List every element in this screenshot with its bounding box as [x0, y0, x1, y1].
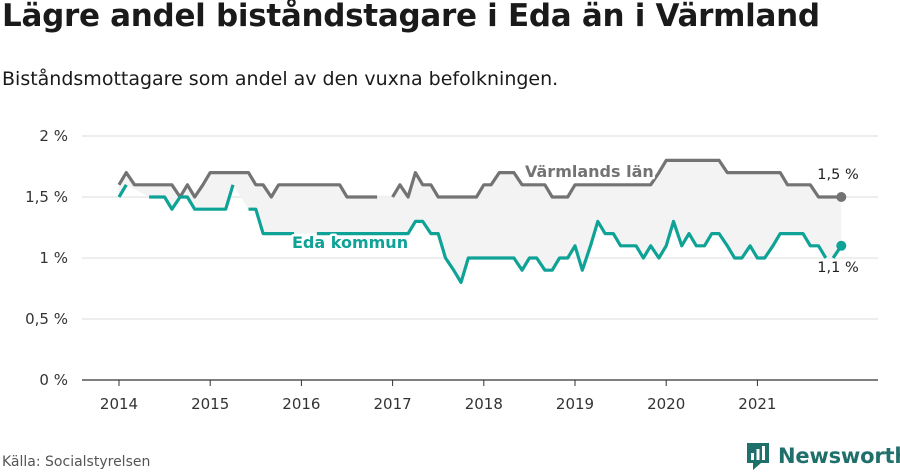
varmland-end-label: 1,5 % [817, 167, 858, 183]
brand-logo[interactable]: Newsworthy [745, 440, 900, 472]
eda-line [316, 219, 828, 284]
x-tick-label: 2016 [282, 395, 320, 413]
newsworthy-logo-icon [747, 443, 769, 470]
x-tick-label: 2018 [465, 395, 503, 413]
x-tick-label: 2020 [647, 395, 685, 413]
eda-line [248, 207, 295, 236]
y-tick-label: 1 % [39, 249, 68, 267]
chart-title: Lägre andel biståndstagare i Eda än i Vä… [2, 0, 820, 34]
varmland-series-label: Värmlands län [525, 162, 654, 181]
varmland-end-label-halo: 1,5 % [817, 167, 858, 183]
eda-end-label-halo: 1,1 % [817, 260, 858, 276]
chart-subtitle: Biståndsmottagare som andel av den vuxna… [2, 68, 559, 90]
varmland-line [117, 171, 378, 199]
varmland-line [391, 158, 842, 199]
x-tick-label: 2014 [100, 395, 138, 413]
difference-band [119, 160, 842, 283]
x-tick-label: 2017 [374, 395, 412, 413]
eda-series-label-halo: Eda kommun [292, 233, 408, 252]
eda-line [117, 183, 128, 198]
eda-series-label: Eda kommun [292, 233, 408, 252]
eda-line [149, 184, 235, 211]
x-tick-label: 2019 [556, 395, 594, 413]
y-tick-label: 2 % [39, 127, 68, 145]
varmland-end-point [836, 192, 847, 202]
x-tick-label: 2021 [738, 395, 776, 413]
source-note: Källa: Socialstyrelsen [2, 454, 151, 470]
varmland-series-label-halo: Värmlands län [525, 162, 654, 181]
brand-name: Newsworthy [778, 444, 900, 468]
y-tick-label: 0 % [39, 371, 68, 389]
y-tick-label: 0,5 % [25, 310, 68, 328]
y-axis: 0 % 0,5 % 1 % 1,5 % 2 % [25, 127, 878, 389]
series-lines [117, 158, 847, 284]
x-tick-label: 2015 [191, 395, 229, 413]
x-axis: 2014 2015 2016 2017 2018 2019 2020 2021 [100, 380, 776, 413]
eda-end-point [836, 240, 847, 251]
y-tick-label: 1,5 % [25, 188, 68, 206]
eda-end-label: 1,1 % [817, 260, 858, 276]
